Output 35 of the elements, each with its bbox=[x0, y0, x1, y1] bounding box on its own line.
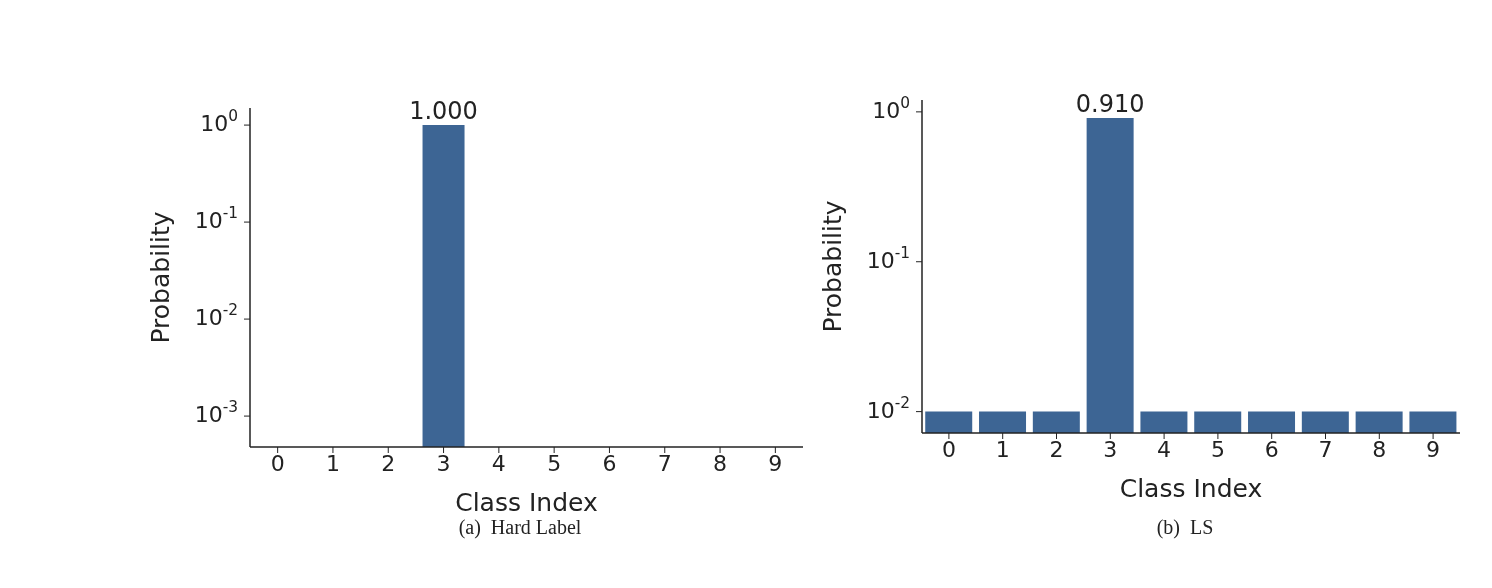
x-tick-label: 4 bbox=[1157, 436, 1172, 462]
x-tick-label: 1 bbox=[995, 436, 1010, 462]
y-tick-label: 10$^{-2}$ bbox=[866, 393, 910, 423]
x-tick-label: 8 bbox=[713, 450, 728, 476]
x-tick-label: 5 bbox=[1210, 436, 1225, 462]
y-tick-label: 10$^{0}$ bbox=[872, 93, 910, 123]
y-tick-label: 10$^{-3}$ bbox=[194, 397, 238, 428]
x-tick-label: 7 bbox=[1318, 436, 1333, 462]
x-tick-label: 5 bbox=[547, 450, 562, 476]
x-tick-label: 0 bbox=[270, 450, 285, 476]
x-axis-title: Class Index bbox=[455, 488, 598, 517]
text: (b) LS bbox=[1155, 516, 1215, 539]
x-tick-label: 3 bbox=[1103, 436, 1118, 462]
x-tick-label: 4 bbox=[491, 450, 506, 476]
x-tick-label: 7 bbox=[657, 450, 672, 476]
y-tick-label: 10$^{0}$ bbox=[200, 106, 238, 137]
y-axis-title: Probability bbox=[817, 200, 847, 333]
x-tick-label: 1 bbox=[325, 450, 340, 476]
text: (a) Hard Label bbox=[457, 516, 583, 539]
y-tick-label: 10$^{-1}$ bbox=[866, 243, 910, 273]
x-tick-label: 9 bbox=[768, 450, 783, 476]
y-tick-label: 10$^{-1}$ bbox=[194, 203, 238, 234]
x-tick-label: 3 bbox=[436, 450, 451, 476]
data-label: 0.910 bbox=[1075, 90, 1145, 119]
x-axis-title: Class Index bbox=[1119, 474, 1263, 503]
data-label: 1.000 bbox=[409, 97, 478, 126]
x-tick-label: 8 bbox=[1372, 436, 1387, 462]
x-tick-label: 0 bbox=[941, 436, 956, 462]
y-tick-label: 10$^{-2}$ bbox=[194, 300, 238, 331]
x-tick-label: 6 bbox=[602, 450, 617, 476]
y-axis-title: Probability bbox=[145, 211, 175, 344]
x-tick-label: 2 bbox=[381, 450, 396, 476]
x-tick-label: 6 bbox=[1264, 436, 1279, 462]
x-tick-label: 9 bbox=[1426, 436, 1441, 462]
x-tick-label: 2 bbox=[1049, 436, 1064, 462]
